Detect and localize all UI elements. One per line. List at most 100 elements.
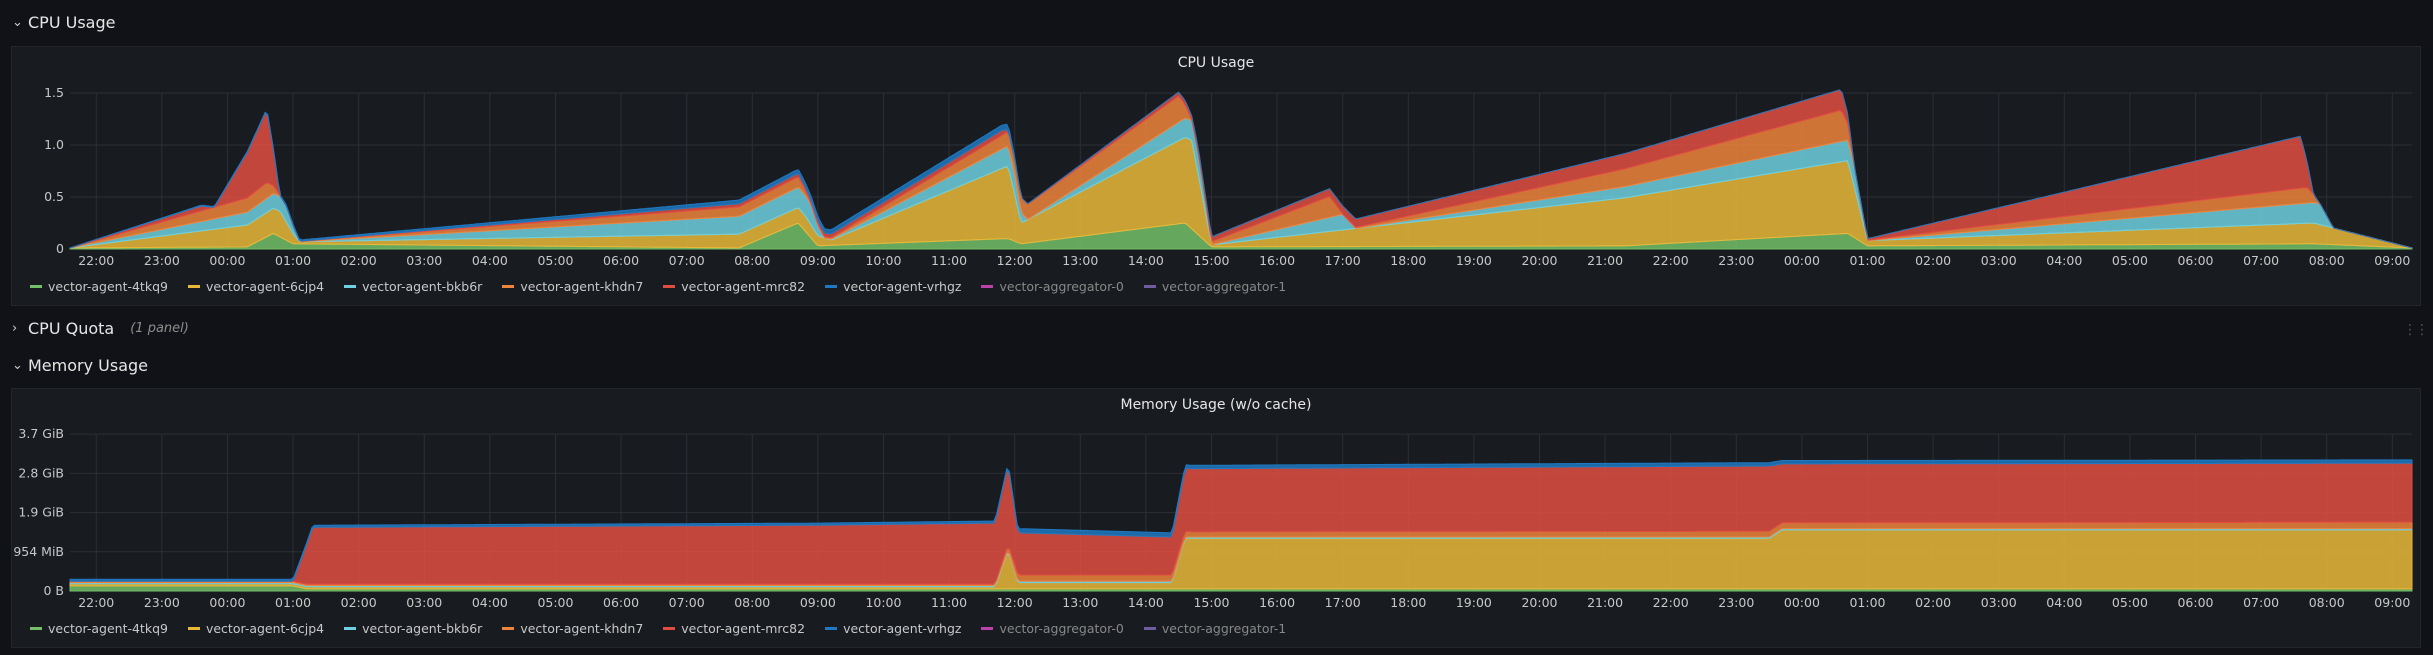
x-tick-label: 14:00 <box>1128 595 1164 610</box>
legend-item-vector-agent-vrhgz[interactable]: vector-agent-vrhgz <box>825 621 961 636</box>
legend-item-vector-agent-bkb6r[interactable]: vector-agent-bkb6r <box>344 279 482 294</box>
y-tick-label: 3.7 GiB <box>18 426 64 441</box>
y-tick-label: 1.9 GiB <box>18 505 64 520</box>
x-tick-label: 02:00 <box>341 253 377 268</box>
x-tick-label: 16:00 <box>1259 595 1295 610</box>
row-header-cpu-quota[interactable]: › CPU Quota (1 panel) ⋮⋮ <box>0 308 2433 348</box>
legend-item-vector-agent-6cjp4[interactable]: vector-agent-6cjp4 <box>187 621 324 636</box>
x-tick-label: 22:00 <box>1653 253 1689 268</box>
x-tick-label: 01:00 <box>275 253 311 268</box>
legend-swatch <box>344 627 357 630</box>
x-tick-label: 02:00 <box>1915 253 1951 268</box>
x-tick-label: 04:00 <box>472 595 508 610</box>
x-tick-label: 19:00 <box>1456 595 1492 610</box>
x-tick-label: 06:00 <box>2177 595 2213 610</box>
drag-handle-icon[interactable]: ⋮⋮ <box>2403 322 2429 338</box>
x-tick-label: 15:00 <box>1193 253 1229 268</box>
legend-swatch <box>502 627 515 630</box>
legend-item-vector-agent-mrc82[interactable]: vector-agent-mrc82 <box>663 279 805 294</box>
x-tick-label: 01:00 <box>275 595 311 610</box>
x-tick-label: 23:00 <box>144 253 180 268</box>
legend-label: vector-aggregator-0 <box>999 279 1124 294</box>
x-tick-label: 17:00 <box>1325 253 1361 268</box>
x-tick-label: 06:00 <box>603 253 639 268</box>
x-tick-label: 01:00 <box>1849 253 1885 268</box>
legend-item-vector-agent-mrc82[interactable]: vector-agent-mrc82 <box>663 621 805 636</box>
legend-item-vector-agent-khdn7[interactable]: vector-agent-khdn7 <box>502 279 643 294</box>
row-header-memory-usage[interactable]: ⌄ Memory Usage <box>0 345 2433 385</box>
y-tick-label: 1.5 <box>44 85 64 100</box>
x-tick-label: 18:00 <box>1390 595 1426 610</box>
legend-item-vector-agent-4tkq9[interactable]: vector-agent-4tkq9 <box>30 621 168 636</box>
row-header-cpu-usage[interactable]: ⌄ CPU Usage <box>0 2 2433 42</box>
legend-label: vector-agent-mrc82 <box>681 621 806 636</box>
legend-swatch <box>30 285 42 288</box>
x-tick-label: 08:00 <box>734 253 770 268</box>
legend-swatch <box>1143 627 1156 630</box>
x-tick-label: 05:00 <box>2112 253 2148 268</box>
legend-swatch <box>981 627 994 630</box>
x-tick-label: 23:00 <box>1718 595 1754 610</box>
legend-label: vector-agent-khdn7 <box>520 621 644 636</box>
legend-swatch <box>825 627 838 630</box>
legend-item-vector-aggregator-1[interactable]: vector-aggregator-1 <box>1143 621 1286 636</box>
x-tick-label: 04:00 <box>2046 595 2082 610</box>
x-tick-label: 07:00 <box>2243 253 2279 268</box>
legend-item-vector-agent-4tkq9[interactable]: vector-agent-4tkq9 <box>30 279 168 294</box>
x-tick-label: 08:00 <box>2309 253 2345 268</box>
legend-label: vector-aggregator-1 <box>1161 279 1287 294</box>
legend-item-vector-aggregator-1[interactable]: vector-aggregator-1 <box>1143 279 1287 294</box>
x-tick-label: 07:00 <box>669 595 705 610</box>
x-tick-label: 03:00 <box>406 253 442 268</box>
x-tick-label: 09:00 <box>800 595 836 610</box>
legend-item-vector-agent-khdn7[interactable]: vector-agent-khdn7 <box>502 621 643 636</box>
memory-usage-panel: Memory Usage (w/o cache) 0 B 954 MiB 1.9 G… <box>11 388 2421 648</box>
legend-swatch <box>663 285 676 288</box>
x-tick-label: 03:00 <box>406 595 442 610</box>
x-tick-label: 16:00 <box>1259 253 1295 268</box>
x-tick-label: 10:00 <box>865 595 901 610</box>
x-tick-label: 18:00 <box>1390 253 1426 268</box>
x-tick-label: 07:00 <box>669 253 705 268</box>
legend-swatch <box>30 627 42 630</box>
legend-label: vector-agent-bkb6r <box>362 621 483 636</box>
x-tick-label: 22:00 <box>1653 595 1689 610</box>
x-tick-label: 12:00 <box>997 595 1033 610</box>
row-title: CPU Quota <box>28 318 115 338</box>
legend-swatch <box>825 285 838 288</box>
x-tick-label: 05:00 <box>2112 595 2148 610</box>
x-tick-label: 09:00 <box>2374 253 2410 268</box>
x-tick-label: 09:00 <box>800 253 836 268</box>
x-tick-label: 11:00 <box>931 253 967 268</box>
series-area-vector-agent-vrhgz[interactable] <box>69 89 2413 249</box>
legend-swatch <box>663 627 676 630</box>
memory-usage-chart[interactable]: 0 B 954 MiB 1.9 GiB 2.8 GiB 3.7 GiB 22:00 23:0… <box>12 389 2422 647</box>
x-tick-label: 21:00 <box>1587 595 1623 610</box>
x-tick-label: 04:00 <box>2046 253 2082 268</box>
cpu-usage-chart[interactable]: 0 0.5 1.0 1.5 22:00 23:00 00:00 01:00 02:00 03:00… <box>12 47 2422 305</box>
x-tick-label: 03:00 <box>1981 595 2017 610</box>
legend-item-vector-agent-6cjp4[interactable]: vector-agent-6cjp4 <box>187 279 325 294</box>
series-area-vector-agent-vrhgz[interactable] <box>69 459 2413 582</box>
y-tick-label: 0 B <box>43 583 64 598</box>
legend-swatch <box>1143 285 1156 288</box>
x-tick-label: 04:00 <box>472 253 508 268</box>
x-tick-label: 07:00 <box>2243 595 2279 610</box>
panel-title[interactable]: Memory Usage (w/o cache) <box>1120 397 1312 413</box>
x-tick-label: 09:00 <box>2374 595 2410 610</box>
x-tick-label: 15:00 <box>1193 595 1229 610</box>
legend-item-vector-agent-bkb6r[interactable]: vector-agent-bkb6r <box>344 621 482 636</box>
legend-label: vector-agent-4tkq9 <box>48 279 168 294</box>
legend-item-vector-agent-vrhgz[interactable]: vector-agent-vrhgz <box>825 279 961 294</box>
row-title: Memory Usage <box>28 355 149 375</box>
panel-title[interactable]: CPU Usage <box>1177 55 1255 71</box>
legend-label: vector-agent-6cjp4 <box>205 279 325 294</box>
legend-item-vector-aggregator-0[interactable]: vector-aggregator-0 <box>981 279 1124 294</box>
chevron-down-icon: ⌄ <box>12 357 23 373</box>
legend-item-vector-aggregator-0[interactable]: vector-aggregator-0 <box>981 621 1124 636</box>
legend-label: vector-agent-khdn7 <box>520 279 644 294</box>
legend-swatch <box>344 285 357 288</box>
legend-swatch <box>187 627 200 630</box>
x-tick-label: 12:00 <box>997 253 1033 268</box>
legend-label: vector-agent-vrhgz <box>843 621 962 636</box>
